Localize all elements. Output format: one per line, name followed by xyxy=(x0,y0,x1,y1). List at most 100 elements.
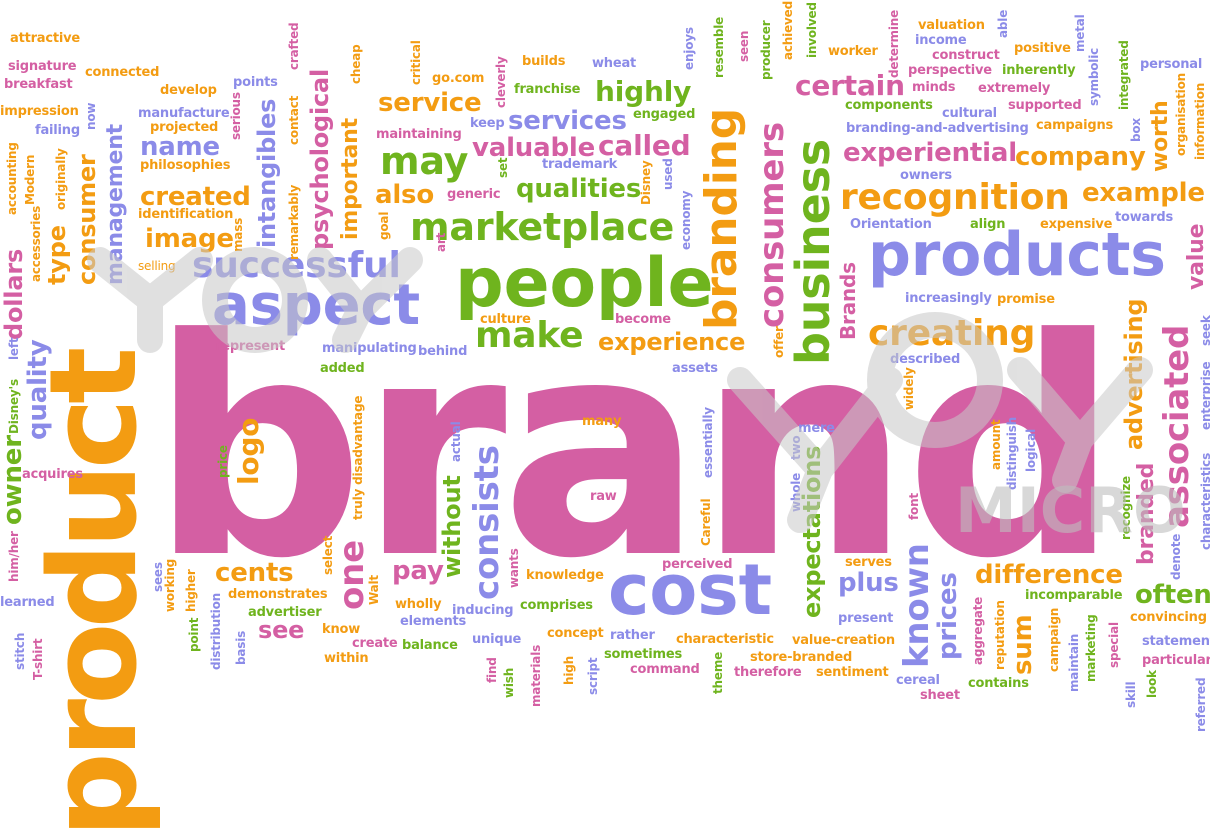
word-198: denote xyxy=(1169,533,1183,580)
word-156: involved xyxy=(805,2,819,58)
word-149: critical xyxy=(409,40,423,85)
word-73: builds xyxy=(522,54,566,69)
word-104: culture xyxy=(480,312,531,327)
word-142: therefore xyxy=(734,665,802,680)
word-222: marketing xyxy=(1084,614,1098,683)
word-204: select xyxy=(321,535,335,575)
word-77: engaged xyxy=(633,107,696,122)
word-154: producer xyxy=(759,20,773,80)
word-10: may xyxy=(380,139,469,183)
word-22: prices xyxy=(933,572,963,660)
word-114: raw xyxy=(590,489,617,504)
word-203: higher xyxy=(184,569,198,612)
word-132: value-creation xyxy=(792,633,895,648)
word-61: breakfast xyxy=(4,77,73,92)
word-208: distribution xyxy=(209,593,223,670)
word-30: dollars xyxy=(0,248,28,340)
word-176: mass xyxy=(231,217,245,252)
word-141: command xyxy=(630,662,700,677)
word-207: point xyxy=(187,617,201,652)
word-100: towards xyxy=(1115,210,1173,225)
word-9: make xyxy=(475,315,584,356)
word-28: quality xyxy=(23,339,53,440)
word-3: products xyxy=(868,220,1166,290)
word-196: font xyxy=(907,493,921,520)
word-110: assets xyxy=(672,361,718,376)
word-96: owners xyxy=(900,168,952,183)
word-119: incomparable xyxy=(1025,588,1123,603)
word-184: characteristics xyxy=(1199,452,1210,550)
word-224: skill xyxy=(1124,681,1138,708)
word-55: pay xyxy=(392,556,444,586)
word-166: serious xyxy=(229,92,243,140)
word-42: qualities xyxy=(516,174,642,204)
word-71: selling xyxy=(138,259,176,273)
word-182: seek xyxy=(1199,315,1210,346)
word-48: experiential xyxy=(843,138,1017,168)
word-164: information xyxy=(1193,82,1207,160)
word-217: theme xyxy=(711,651,725,694)
word-106: represent xyxy=(215,339,285,354)
word-82: valuation xyxy=(918,18,985,33)
word-17: advertising xyxy=(1120,298,1148,450)
word-50: example xyxy=(1082,178,1205,208)
word-33: management xyxy=(103,124,128,285)
word-170: used xyxy=(661,158,675,190)
word-15: Brands xyxy=(836,262,860,340)
word-12: branding xyxy=(696,107,747,330)
word-14: consumers xyxy=(752,122,792,328)
word-181: widely xyxy=(902,367,916,410)
word-35: psychological xyxy=(306,68,334,250)
word-211: T-shirt xyxy=(31,638,45,680)
word-99: expensive xyxy=(1040,217,1113,232)
word-102: promise xyxy=(997,292,1055,307)
word-66: failing xyxy=(35,123,80,138)
word-11: creating xyxy=(868,313,1036,354)
word-51: experience xyxy=(598,328,746,356)
word-136: balance xyxy=(402,638,458,653)
word-7: marketplace xyxy=(410,205,675,249)
word-122: comprises xyxy=(520,598,593,613)
word-152: resemble xyxy=(712,16,726,78)
word-155: achieved xyxy=(781,1,795,60)
word-47: certain xyxy=(795,69,905,102)
word-67: manufacture xyxy=(138,106,230,121)
word-26: one xyxy=(332,539,372,610)
word-226: referred xyxy=(1194,677,1208,732)
word-150: cleverly xyxy=(494,56,508,108)
word-157: determine xyxy=(887,9,901,78)
word-56: cents xyxy=(215,558,294,588)
word-19: worth xyxy=(1148,100,1173,172)
word-98: align xyxy=(970,217,1006,232)
word-214: materials xyxy=(529,644,543,707)
word-103: described xyxy=(890,352,961,367)
word-133: unique xyxy=(472,632,522,647)
word-37: service xyxy=(378,88,482,118)
word-210: stitch xyxy=(13,632,27,670)
word-185: Disney's xyxy=(7,379,21,434)
word-90: extremely xyxy=(978,81,1051,96)
word-54: plus xyxy=(838,568,899,598)
word-27: logo xyxy=(232,417,265,485)
word-112: mere xyxy=(798,421,835,436)
word-206: wants xyxy=(507,548,521,588)
word-43: also xyxy=(375,180,434,210)
word-123: inducing xyxy=(452,603,514,618)
word-209: basis xyxy=(234,630,248,665)
word-93: cultural xyxy=(942,106,997,121)
word-179: art xyxy=(434,232,448,252)
word-173: Modern xyxy=(23,154,37,205)
word-52: difference xyxy=(975,560,1123,590)
word-144: cereal xyxy=(896,673,940,688)
word-68: projected xyxy=(150,120,219,135)
word-140: particular xyxy=(1142,653,1210,668)
word-127: present xyxy=(838,611,894,626)
word-134: statement xyxy=(1142,634,1210,649)
word-60: signature xyxy=(8,59,77,74)
word-120: advertiser xyxy=(248,605,322,620)
word-188: actual xyxy=(449,421,463,462)
word-180: offer xyxy=(772,326,786,358)
word-49: company xyxy=(1015,142,1146,172)
word-40: valuable xyxy=(472,133,596,163)
word-125: elements xyxy=(400,614,467,629)
